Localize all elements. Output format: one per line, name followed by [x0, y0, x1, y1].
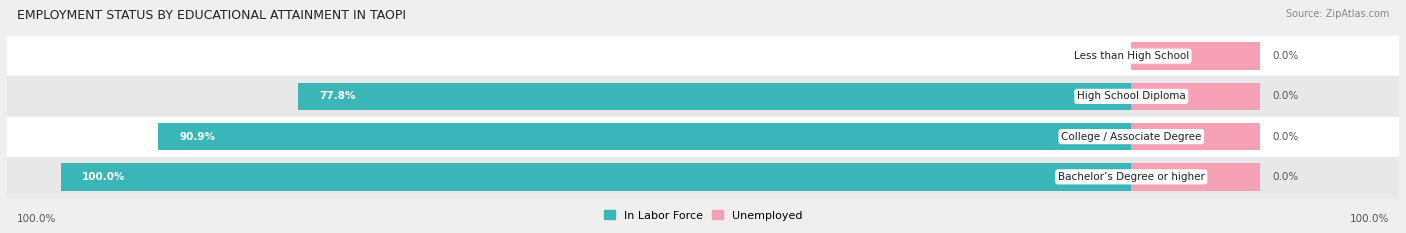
Bar	[157, 123, 1132, 150]
Text: 90.9%: 90.9%	[180, 132, 215, 142]
Text: High School Diploma: High School Diploma	[1077, 91, 1185, 101]
Text: EMPLOYMENT STATUS BY EDUCATIONAL ATTAINMENT IN TAOPI: EMPLOYMENT STATUS BY EDUCATIONAL ATTAINM…	[17, 9, 406, 22]
Text: 100.0%: 100.0%	[82, 172, 125, 182]
Text: 0.0%: 0.0%	[1272, 51, 1299, 61]
Bar	[7, 157, 1399, 197]
Text: Less than High School: Less than High School	[1074, 51, 1189, 61]
Bar	[60, 163, 1132, 191]
Bar	[7, 36, 1399, 76]
Text: 0.0%: 0.0%	[1272, 172, 1299, 182]
Text: 100.0%: 100.0%	[1350, 214, 1389, 224]
Bar	[1132, 163, 1260, 191]
Bar	[1132, 123, 1260, 150]
Text: Source: ZipAtlas.com: Source: ZipAtlas.com	[1285, 9, 1389, 19]
Bar	[298, 83, 1132, 110]
Text: 100.0%: 100.0%	[17, 214, 56, 224]
Bar	[7, 76, 1399, 116]
Bar	[1132, 83, 1260, 110]
Text: 0.0%: 0.0%	[1090, 51, 1115, 61]
Bar	[1132, 42, 1260, 70]
Text: 77.8%: 77.8%	[319, 91, 356, 101]
Text: Bachelor’s Degree or higher: Bachelor’s Degree or higher	[1057, 172, 1205, 182]
Bar	[7, 116, 1399, 157]
Text: 0.0%: 0.0%	[1272, 132, 1299, 142]
Text: College / Associate Degree: College / Associate Degree	[1062, 132, 1202, 142]
Text: 0.0%: 0.0%	[1272, 91, 1299, 101]
Legend: In Labor Force, Unemployed: In Labor Force, Unemployed	[599, 206, 807, 225]
